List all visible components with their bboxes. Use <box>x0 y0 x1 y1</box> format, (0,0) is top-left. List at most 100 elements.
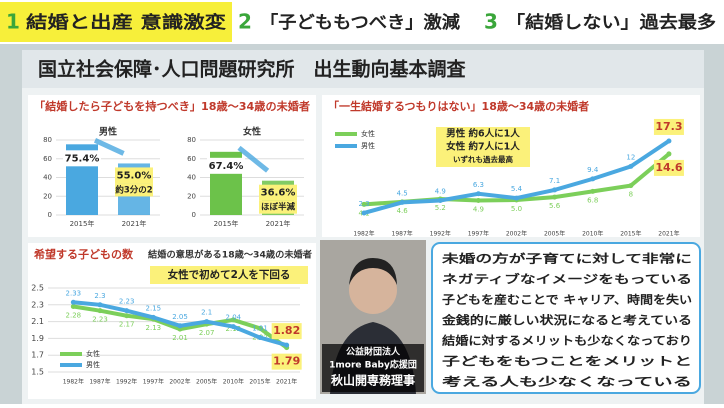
header-number: 3 <box>484 10 498 34</box>
value-label: 4.5 <box>397 189 408 197</box>
value-label-box <box>115 167 153 184</box>
y-tick-label: 20 <box>187 192 196 200</box>
y-tick-label: 60 <box>187 155 196 163</box>
value-label: 5.2 <box>435 204 446 212</box>
person-hair <box>349 258 397 285</box>
value-label: 2.23 <box>92 316 108 324</box>
point <box>666 138 672 144</box>
value-label-box <box>63 150 101 167</box>
value-label: 5.4 <box>511 185 523 193</box>
arrow <box>237 145 270 173</box>
value-label: 2.07 <box>199 329 215 337</box>
value-label: 1.82 <box>273 324 300 337</box>
quote-line: 子どもを産むことで キャリア、時間を失い <box>442 293 692 307</box>
point <box>70 299 76 305</box>
value-label: 2.23 <box>119 298 135 306</box>
annotation: 約3分の2 <box>115 184 152 195</box>
x-tick-label: 2010年 <box>223 378 244 386</box>
point <box>257 335 263 341</box>
x-tick-label: 1987年 <box>89 378 110 386</box>
x-tick-label: 1982年 <box>353 230 374 238</box>
panel-title-band <box>22 50 704 88</box>
point <box>590 176 596 182</box>
x-tick-label: 2015年 <box>70 219 95 228</box>
quote-line: 考える人も少なくなっている <box>442 375 692 389</box>
annotation-box <box>115 183 153 197</box>
value-label-box <box>653 159 684 176</box>
point <box>204 319 210 325</box>
x-tick-label: 1997年 <box>143 378 164 386</box>
y-tick-label: 40 <box>43 174 52 182</box>
x-tick-label: 2010年 <box>582 230 603 238</box>
annotation: 男性 約6人に1人 <box>446 128 520 140</box>
y-tick-label: 1.7 <box>31 351 44 360</box>
annotation-box <box>436 127 530 167</box>
quote-line: 金銭的に厳しい状況になると考えている <box>441 313 692 327</box>
point <box>177 323 183 329</box>
y-tick-label: 2.5 <box>31 284 44 293</box>
point <box>628 163 634 169</box>
value-label-box <box>653 118 684 135</box>
header-number: 2 <box>238 10 252 34</box>
value-label: 6.3 <box>473 181 484 189</box>
person-face <box>349 266 397 314</box>
chart-subtitle: 男性 <box>99 126 117 138</box>
value-label-box <box>259 184 297 201</box>
x-tick-label: 2015年 <box>249 378 270 386</box>
header-text: 「子どももつべき」激減 <box>260 12 460 33</box>
x-tick-label: 2002年 <box>506 230 527 238</box>
y-tick-label: 80 <box>43 136 52 144</box>
arrow <box>93 138 125 156</box>
panel-title: 国立社会保障･人口問題研究所 出生動向基本調査 <box>38 58 467 81</box>
value-label: 75.4% <box>65 153 100 164</box>
x-tick-label: 1987年 <box>392 230 413 238</box>
chart-title: 「一生結婚するつもりはない」18歳～34歳の未婚者 <box>328 99 589 113</box>
point <box>552 187 558 193</box>
y-tick-label: 0 <box>192 211 196 219</box>
value-label: 2.04 <box>226 314 242 322</box>
value-label-box <box>207 157 245 174</box>
x-tick-label: 2015年 <box>214 219 239 228</box>
x-tick-label: 2021年 <box>658 230 679 238</box>
value-label: 2.28 <box>66 311 82 319</box>
value-label: 5.0 <box>511 205 522 213</box>
point <box>124 308 130 314</box>
caption-line: 公益財団法人 <box>346 346 401 358</box>
value-label: 2.17 <box>119 321 135 329</box>
point <box>284 342 290 348</box>
value-label: 12 <box>626 153 635 161</box>
point <box>361 210 367 216</box>
value-label: 5.6 <box>549 202 561 210</box>
y-tick-label: 40 <box>187 174 196 182</box>
value-label: 4.9 <box>473 205 484 213</box>
point <box>70 303 76 309</box>
header-number: 1 <box>6 10 20 34</box>
value-label: 67.4% <box>209 161 244 172</box>
annotation: 女性で初めて2人を下回る <box>168 268 291 281</box>
header-text: 「結婚しない」過去最多 <box>506 12 716 33</box>
y-tick-label: 0 <box>48 211 52 219</box>
y-tick-label: 20 <box>43 192 52 200</box>
value-label: 2.33 <box>66 289 82 297</box>
value-label: 7.1 <box>549 177 560 185</box>
point <box>361 201 367 207</box>
point <box>399 199 405 205</box>
annotation-box <box>259 200 297 214</box>
y-tick-label: 2.3 <box>31 300 44 309</box>
point <box>97 308 103 314</box>
point <box>475 191 481 197</box>
value-label: 8 <box>629 191 633 199</box>
value-label: 2.01 <box>172 334 188 342</box>
x-tick-label: 1992年 <box>116 378 137 386</box>
x-tick-label: 2021年 <box>122 219 147 228</box>
value-label: 4.6 <box>397 207 409 215</box>
point <box>590 188 596 194</box>
annotation: ほぼ半減 <box>261 202 296 213</box>
chart-subtitle: 結婚の意思がある18歳～34歳の未婚者 <box>148 249 312 261</box>
point <box>124 313 130 319</box>
annotation: 女性 約7人に1人 <box>446 141 520 153</box>
point <box>257 325 263 331</box>
y-tick-label: 60 <box>43 155 52 163</box>
value-label: 2.3 <box>94 292 105 300</box>
